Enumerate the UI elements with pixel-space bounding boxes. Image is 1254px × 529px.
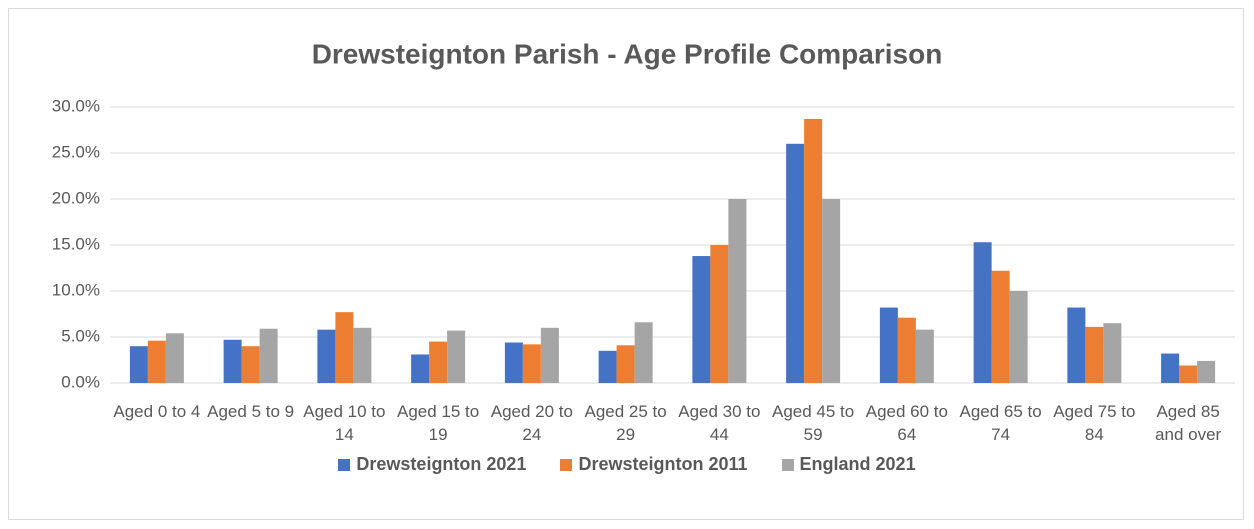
bar	[1161, 353, 1180, 383]
y-tick-label: 5.0%	[61, 326, 100, 345]
x-tick-label: Aged 0 to 4	[113, 402, 201, 421]
x-tick-label: Aged 85 and over	[1155, 402, 1222, 444]
legend-swatch	[560, 458, 573, 471]
y-tick-label: 15.0%	[52, 234, 100, 253]
bar	[786, 143, 805, 383]
x-tick-label: Aged 30 to 44	[678, 402, 761, 444]
legend-label: England 2021	[799, 454, 916, 474]
legend-swatch	[781, 458, 794, 471]
bar	[915, 329, 934, 383]
bar	[429, 341, 448, 383]
legend-item: England 2021	[781, 454, 916, 475]
bar	[1009, 291, 1028, 383]
bar	[973, 242, 992, 383]
x-tick-label: Aged 65 to 74	[959, 402, 1042, 444]
bar	[879, 307, 898, 383]
bar	[991, 270, 1010, 383]
bar	[504, 342, 523, 383]
y-tick-label: 20.0%	[52, 188, 100, 207]
bar	[147, 340, 166, 383]
y-tick-label: 30.0%	[52, 96, 100, 115]
bar	[129, 346, 148, 383]
bar	[616, 345, 635, 383]
bar	[1067, 307, 1086, 383]
x-tick-label: Aged 25 to 29	[584, 402, 667, 444]
bar	[1179, 365, 1198, 383]
bar	[822, 199, 841, 383]
legend-item: Drewsteignton 2011	[560, 454, 748, 475]
legend: Drewsteignton 2021 Drewsteignton 2011 Engl…	[0, 454, 1254, 475]
x-tick-label: Aged 20 to 24	[490, 402, 573, 444]
bar	[692, 256, 711, 383]
bar	[634, 322, 653, 383]
bar	[411, 354, 430, 383]
bar	[897, 317, 916, 383]
x-tick-label: Aged 5 to 9	[207, 402, 295, 421]
x-tick-label: Aged 45 to 59	[772, 402, 855, 444]
bar	[728, 199, 747, 383]
bar	[522, 344, 541, 383]
x-tick-label: Aged 75 to 84	[1053, 402, 1136, 444]
chart-border	[8, 8, 1244, 520]
bar	[241, 346, 260, 383]
bar	[447, 330, 466, 383]
chart-title: Drewsteignton Parish - Age Profile Compa…	[312, 38, 943, 69]
bar	[353, 327, 372, 383]
y-tick-label: 25.0%	[52, 142, 100, 161]
bar	[317, 329, 336, 383]
bar	[335, 312, 354, 383]
bar	[1103, 323, 1122, 383]
bar	[710, 245, 729, 383]
legend-label: Drewsteignton 2021	[356, 454, 527, 474]
bar	[1085, 326, 1104, 383]
y-tick-label: 0.0%	[61, 372, 100, 391]
legend-swatch	[338, 458, 351, 471]
bar	[540, 327, 559, 383]
bar	[165, 333, 184, 383]
bar	[223, 339, 242, 383]
bar	[1197, 360, 1216, 383]
bar	[804, 118, 823, 384]
x-tick-label: Aged 10 to 14	[303, 402, 386, 444]
x-tick-label: Aged 15 to 19	[397, 402, 480, 444]
bar	[259, 328, 278, 383]
y-tick-label: 10.0%	[52, 280, 100, 299]
legend-item: Drewsteignton 2021	[338, 454, 526, 475]
legend-label: Drewsteignton 2011	[578, 454, 748, 474]
x-tick-label: Aged 60 to 64	[865, 402, 948, 444]
bar	[598, 350, 617, 383]
